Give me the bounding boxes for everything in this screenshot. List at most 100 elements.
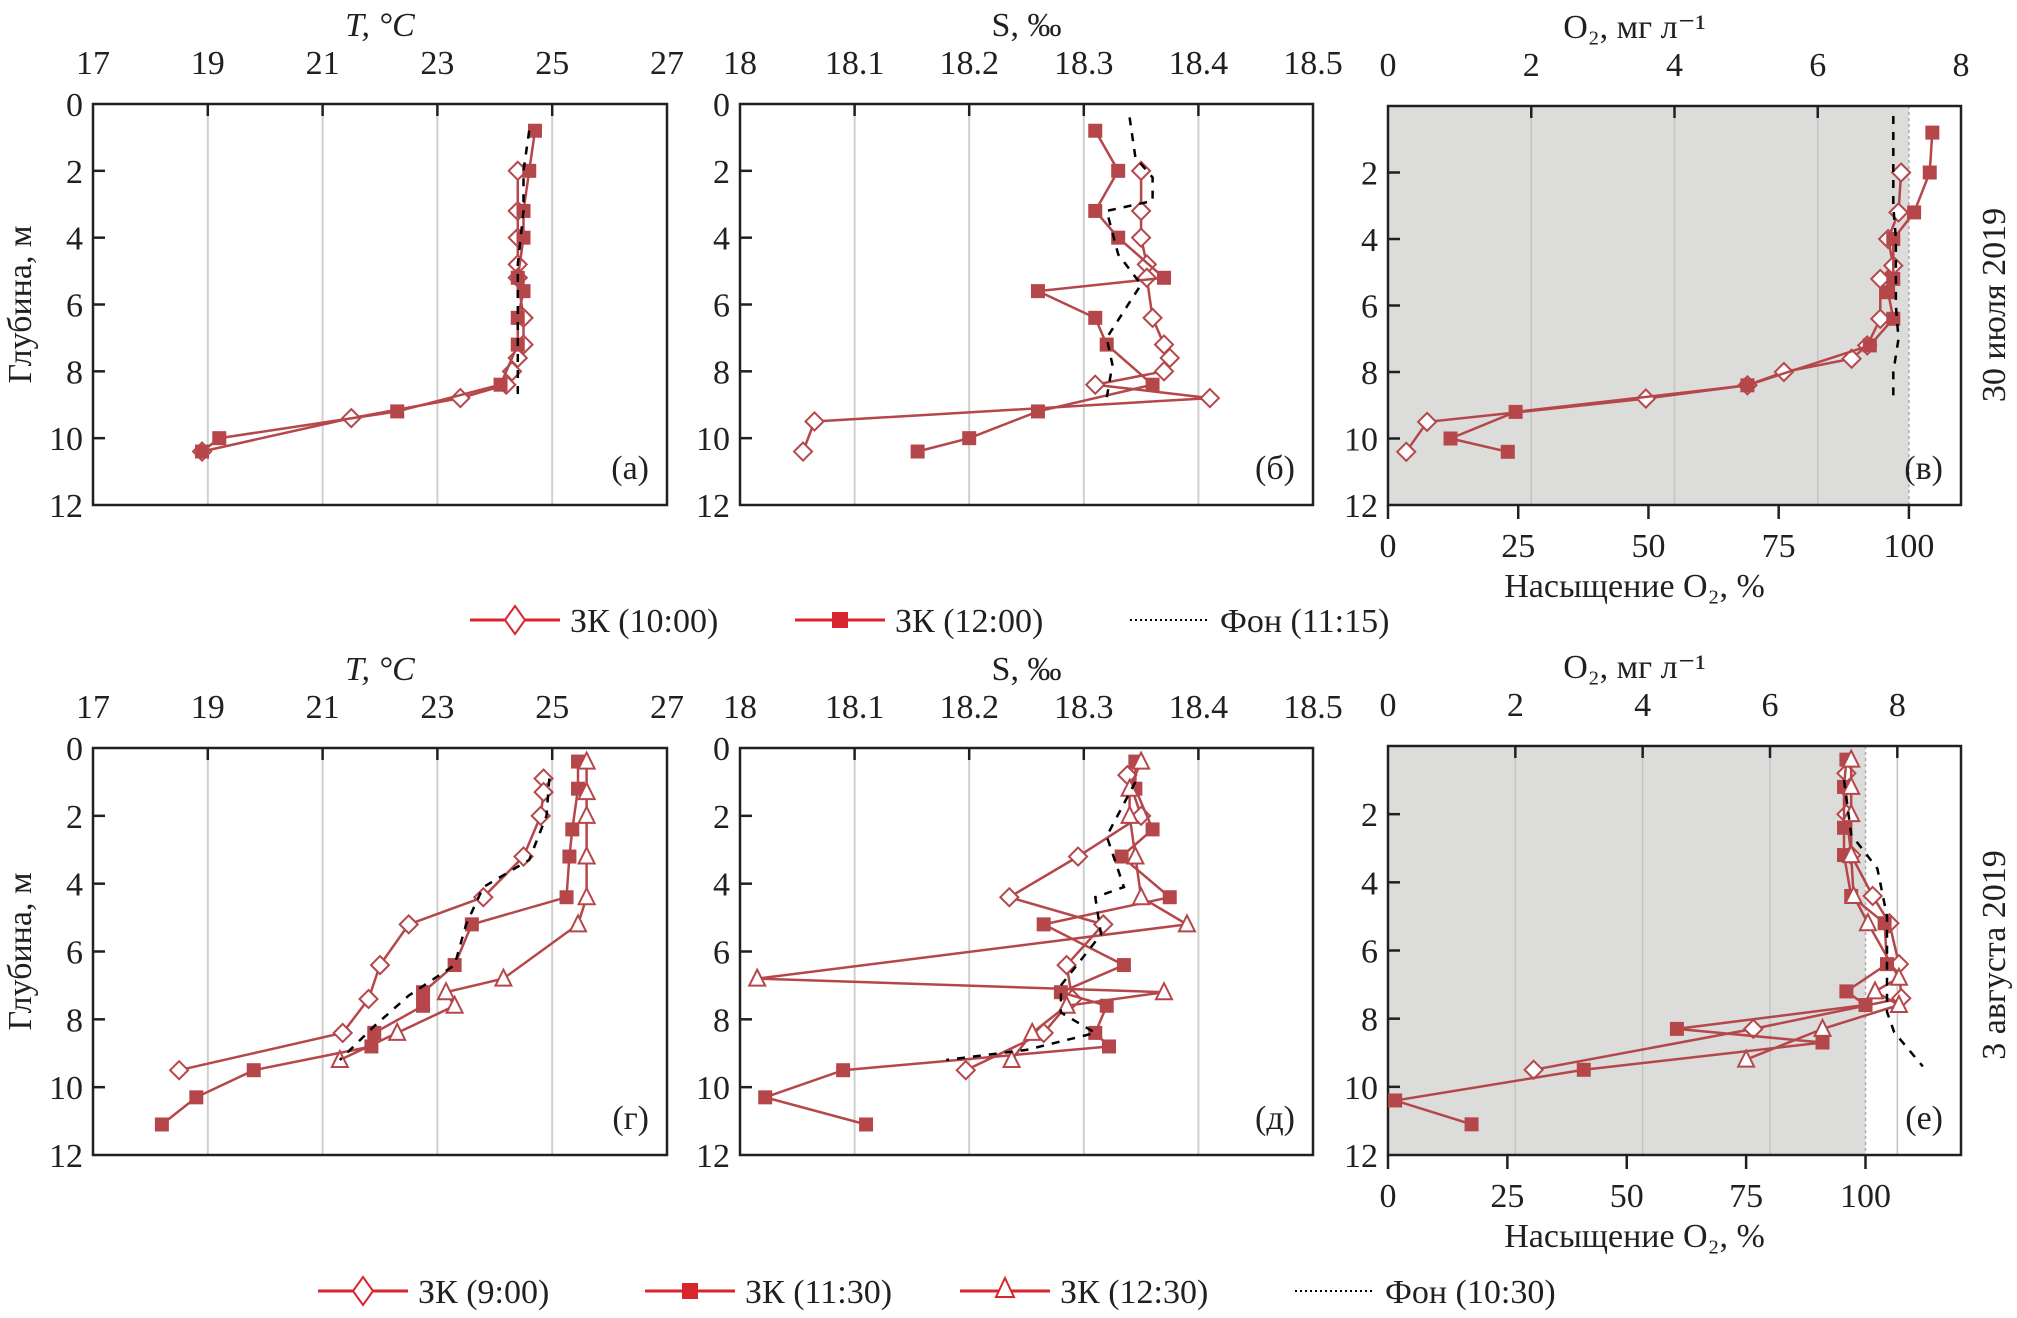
x-tick-label: 18.1 xyxy=(825,45,885,82)
y-tick-label: 12 xyxy=(49,488,83,525)
triangle-marker xyxy=(568,913,588,933)
diamond-marker xyxy=(1841,348,1863,370)
x-bottom-tick-label: 0 xyxy=(1380,1178,1397,1215)
data-series xyxy=(516,130,531,402)
square-marker xyxy=(1907,205,1922,220)
diamond-marker xyxy=(1869,268,1891,290)
legend-square-marker xyxy=(832,612,848,628)
data-series xyxy=(338,778,551,1061)
y-tick-label: 0 xyxy=(713,731,730,768)
square-marker xyxy=(1111,230,1126,245)
x-bottom-tick-label: 25 xyxy=(1490,1178,1524,1215)
square-marker xyxy=(1576,1062,1591,1077)
square-marker xyxy=(1162,890,1177,905)
x-bottom-tick-label: 50 xyxy=(1631,528,1665,565)
triangle-marker xyxy=(1841,775,1861,795)
legend-label: Фон (11:15) xyxy=(1220,603,1389,640)
diamond-marker xyxy=(998,886,1020,908)
legend-item: ЗК (12:30) xyxy=(960,1274,1208,1311)
chart-panel: 0 2 4 6 8 0 25 50 75 100 Насыщение O₂, % O₂, мг л⁻¹… xyxy=(1344,649,1963,1255)
series-line-background xyxy=(338,778,551,1061)
chart-panel: 18 18.1 18.2 18.3 18.4 18.5 S, ‰ 0 2 4 6 8 10 12 (б) xyxy=(696,7,1343,525)
x-tick-label: 23 xyxy=(420,689,454,726)
triangle-marker xyxy=(436,980,456,1001)
x-tick-label: 18.5 xyxy=(1283,689,1343,726)
x-axis-title: Насыщение O₂, % xyxy=(1504,568,1765,605)
chart-panel: 17 19 21 23 25 27 T, °C 0 2 4 6 8 10 12 Глубина, м (а) xyxy=(2,7,684,525)
triangle-marker xyxy=(1858,911,1878,932)
y-tick-label: 10 xyxy=(1344,422,1378,459)
y-tick-label: 8 xyxy=(1361,355,1378,392)
plot-frame xyxy=(738,102,1315,507)
x-axis-title: S, ‰ xyxy=(992,651,1062,688)
x-top-tick-label: 8 xyxy=(1889,687,1906,724)
x-tick-label: 18 xyxy=(723,45,757,82)
x-tick-label: 19 xyxy=(191,689,225,726)
undersaturation-shading xyxy=(1388,746,1866,1155)
square-marker xyxy=(1500,444,1515,459)
square-marker xyxy=(195,444,210,459)
square-marker xyxy=(559,890,574,905)
square-marker xyxy=(493,377,508,392)
x-tick-label: 18.3 xyxy=(1054,689,1114,726)
y-tick-label: 2 xyxy=(713,154,730,191)
square-marker xyxy=(562,849,577,864)
y-tick-label: 0 xyxy=(66,87,83,124)
y-tick-label: 0 xyxy=(713,87,730,124)
y-tick-label: 4 xyxy=(66,867,83,904)
x-top-tick-label: 0 xyxy=(1380,687,1397,724)
diamond-marker xyxy=(1862,885,1884,907)
legend-item: ЗК (10:00) xyxy=(470,603,718,640)
triangle-marker xyxy=(577,804,597,824)
square-marker xyxy=(390,404,405,419)
square-marker xyxy=(1088,310,1103,325)
x-tick-label: 27 xyxy=(650,689,684,726)
y-tick-label: 12 xyxy=(696,488,730,525)
x-bottom-tick-label: 100 xyxy=(1883,528,1934,565)
diamond-marker xyxy=(472,886,494,908)
diamond-marker xyxy=(1199,387,1221,409)
legend-label: ЗК (12:30) xyxy=(1060,1274,1208,1311)
y-tick-label: 12 xyxy=(1344,1138,1378,1175)
x-tick-label: 18.4 xyxy=(1169,45,1229,82)
x-tick-label: 27 xyxy=(650,45,684,82)
x-tick-label: 18 xyxy=(723,689,757,726)
legend-label: ЗК (12:00) xyxy=(895,603,1043,640)
series-line-background xyxy=(1842,779,1924,1068)
plot-frame xyxy=(1386,744,1963,1157)
diamond-marker xyxy=(358,988,379,1010)
x-tick-label: 25 xyxy=(535,689,569,726)
square-marker xyxy=(758,1090,773,1105)
x-axis-title: Насыщение O₂, % xyxy=(1504,1218,1765,1255)
legend-item: ЗК (9:00) xyxy=(318,1274,549,1311)
triangle-marker xyxy=(577,885,597,906)
legend-item: ЗК (12:00) xyxy=(795,603,1043,640)
triangle-marker xyxy=(1120,804,1140,824)
y-tick-label: 8 xyxy=(1361,1002,1378,1039)
y-tick-label: 4 xyxy=(1361,865,1378,902)
diamond-marker xyxy=(1136,267,1158,289)
x-top-axis-title: O₂, мг л⁻¹ xyxy=(1563,9,1705,46)
y-tick-label: 10 xyxy=(1344,1070,1378,1107)
square-marker xyxy=(1443,431,1458,446)
x-top-axis-title: O₂, мг л⁻¹ xyxy=(1563,649,1705,686)
diamond-marker xyxy=(955,1059,977,1081)
diamond-marker xyxy=(449,387,471,409)
square-marker xyxy=(836,1063,851,1078)
chart-panel: 18 18.1 18.2 18.3 18.4 18.5 S, ‰ 0 2 4 6 8 10 12 (д) xyxy=(696,651,1343,1175)
triangle-marker xyxy=(1841,843,1861,864)
legend-diamond-marker xyxy=(351,1275,375,1307)
y-tick-label: 12 xyxy=(49,1138,83,1175)
legend-triangle-marker xyxy=(994,1275,1016,1298)
triangle-marker xyxy=(747,967,767,987)
square-marker xyxy=(527,123,542,138)
panel-label: (е) xyxy=(1905,1100,1943,1137)
square-marker xyxy=(1145,822,1160,837)
y-tick-label: 4 xyxy=(713,867,730,904)
x-tick-label: 18.1 xyxy=(825,689,885,726)
triangle-marker xyxy=(577,750,597,770)
square-marker xyxy=(1925,125,1940,140)
y-tick-label: 4 xyxy=(713,221,730,258)
square-marker xyxy=(1099,337,1114,352)
